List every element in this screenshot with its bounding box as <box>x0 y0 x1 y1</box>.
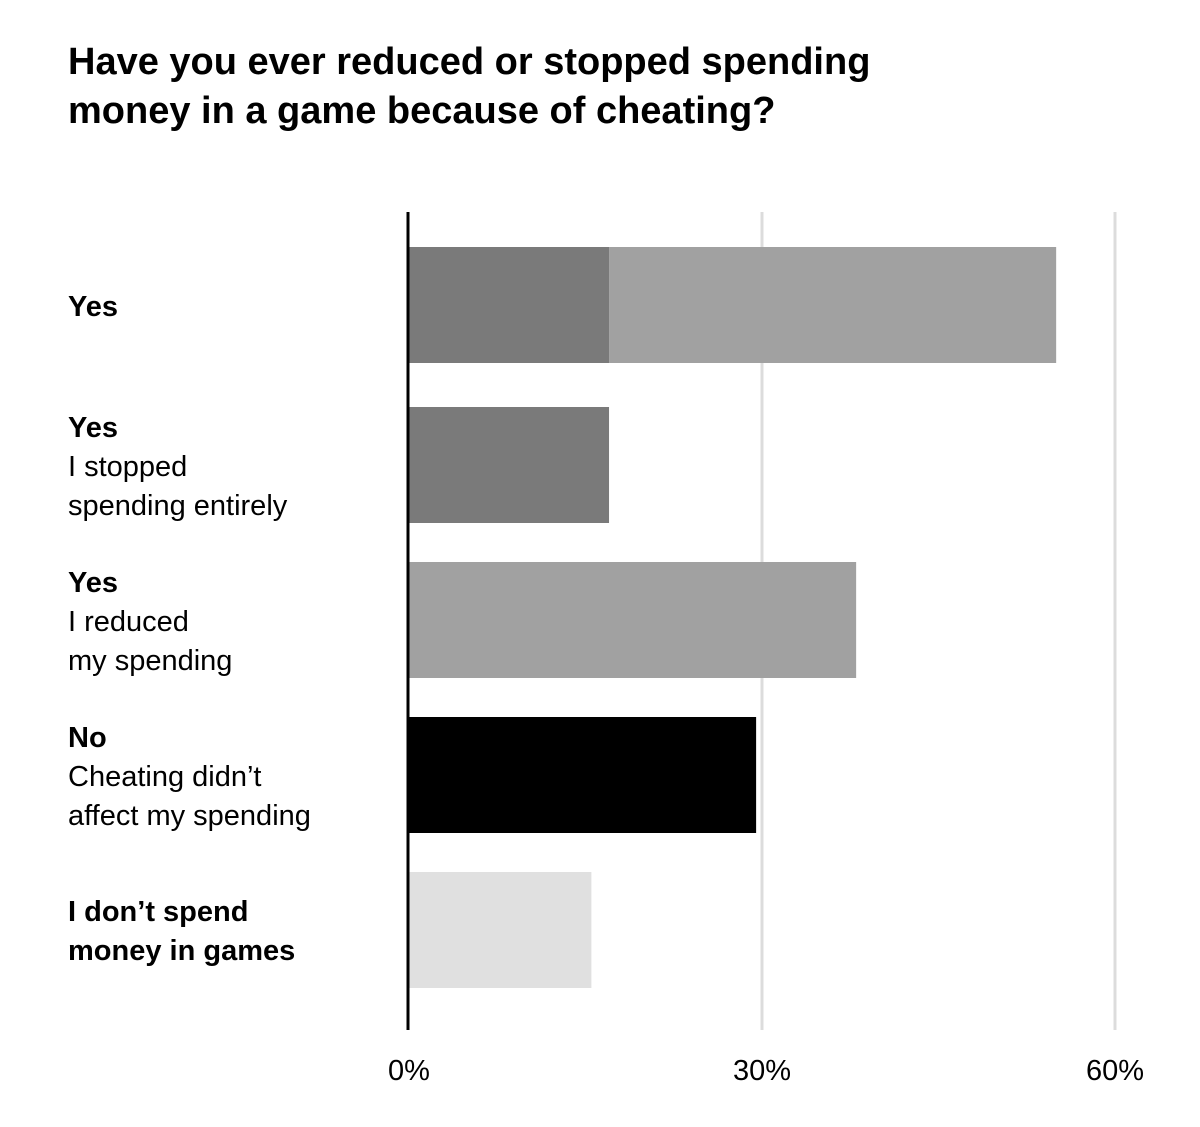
category-label-3-bold-0: No <box>68 721 107 754</box>
x-tick-label-0: 0% <box>388 1055 430 1087</box>
category-label-2-sub-0: I reduced <box>68 605 189 638</box>
category-label-4: I don’t spend money in games <box>68 893 295 971</box>
x-tick-label-1: 30% <box>733 1055 791 1087</box>
chart-title: Have you ever reduced or stopped spendin… <box>68 38 1068 136</box>
category-label-3-sub-0: Cheating didn’t <box>68 760 262 793</box>
bar-4-segment-0 <box>409 872 592 988</box>
chart-title-line-2: money in a game because of cheating? <box>68 90 776 132</box>
category-label-0-bold-0: Yes <box>68 290 118 323</box>
bar-0-segment-1 <box>609 247 1057 363</box>
bar-2-segment-0 <box>409 562 857 678</box>
category-label-1-sub-1: spending entirely <box>68 489 288 522</box>
bar-3-segment-0 <box>409 717 757 833</box>
bar-0-segment-0 <box>409 247 610 363</box>
chart-title-line-1: Have you ever reduced or stopped spendin… <box>68 41 871 83</box>
bar-1-segment-0 <box>409 407 610 523</box>
category-label-1: Yes I stopped spending entirely <box>68 409 287 526</box>
category-label-2: Yes I reduced my spending <box>68 564 232 681</box>
category-label-2-bold-0: Yes <box>68 566 118 599</box>
category-label-4-bold-1: money in games <box>68 935 296 967</box>
category-label-4-bold-0: I don’t spend <box>68 896 249 928</box>
category-label-0: Yes <box>68 288 118 327</box>
category-label-3-sub-1: affect my spending <box>68 799 311 832</box>
category-label-1-bold-0: Yes <box>68 411 118 444</box>
x-tick-label-2: 60% <box>1086 1055 1144 1087</box>
category-label-3: No Cheating didn’t affect my spending <box>68 719 311 836</box>
category-label-1-sub-0: I stopped <box>68 450 188 483</box>
category-label-2-sub-1: my spending <box>68 644 233 677</box>
